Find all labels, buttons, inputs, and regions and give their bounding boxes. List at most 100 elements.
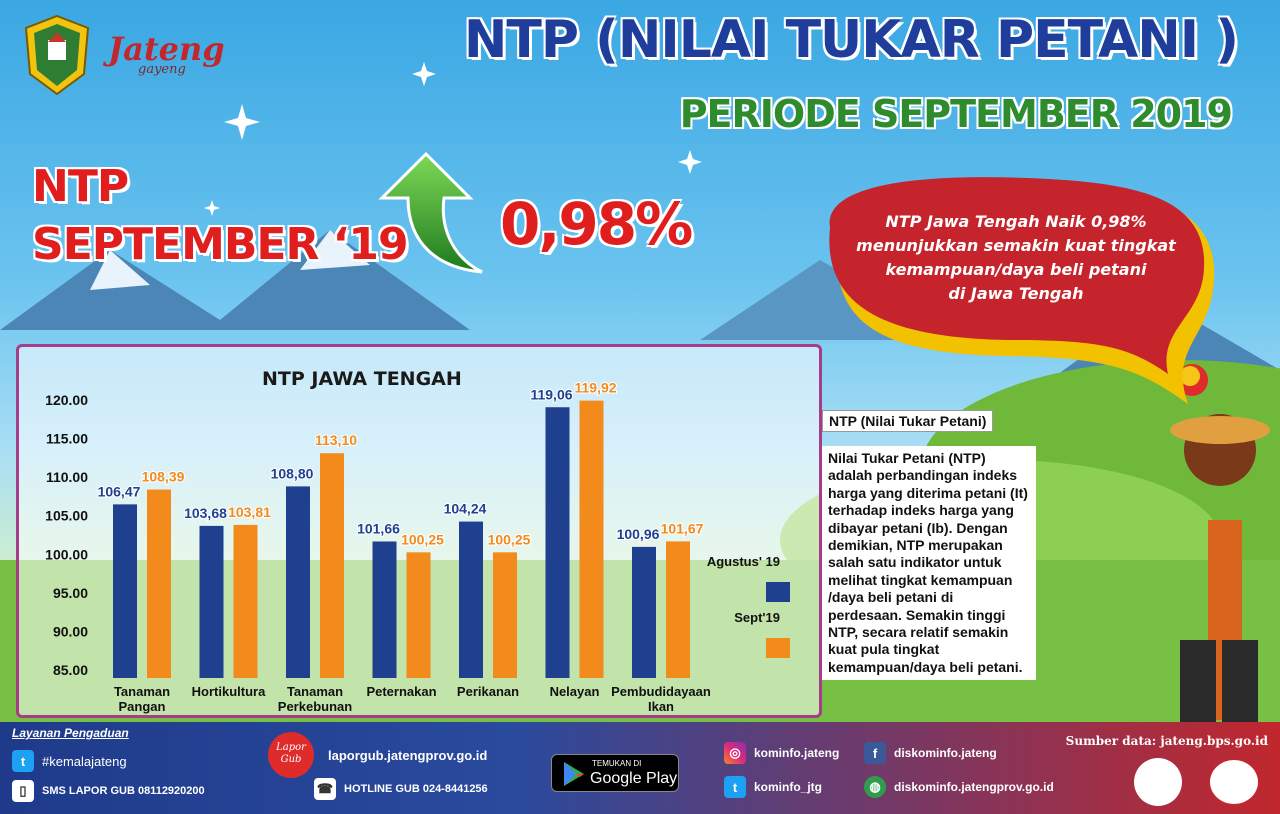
- hotline-item[interactable]: ☎ HOTLINE GUB 024-8441256: [314, 778, 488, 800]
- arrow-up-icon: [378, 151, 483, 274]
- gplay-big-text: Google Play: [590, 770, 678, 787]
- twitter-icon: t: [724, 776, 746, 798]
- category-label: Pangan: [119, 699, 166, 714]
- y-tick-label: 115.00: [46, 431, 88, 447]
- phone-icon: ▯: [12, 780, 34, 802]
- bar-value-label: 103,81: [228, 504, 271, 520]
- website-url: diskominfo.jatengprov.go.id: [894, 780, 1054, 794]
- twitter2-item[interactable]: t kominfo_jtg: [724, 776, 822, 798]
- sms-lapor-text: SMS LAPOR GUB 08112920200: [42, 785, 205, 797]
- facebook-item[interactable]: f diskominfo.jateng: [864, 742, 997, 764]
- instagram-handle: kominfo.jateng: [754, 746, 840, 760]
- google-play-badge[interactable]: TEMUKAN DI Google Play: [551, 754, 679, 792]
- category-label: Perkebunan: [278, 699, 352, 714]
- twitter2-handle: kominfo_jtg: [754, 780, 822, 794]
- facebook-handle: diskominfo.jateng: [894, 746, 997, 760]
- bar-september: [666, 541, 690, 678]
- bubble-text: NTP Jawa Tengah Naik 0,98% menunjukkan s…: [846, 210, 1186, 306]
- bubble-line: kemampuan/daya beli petani: [885, 260, 1147, 279]
- bar-value-label: 106,47: [98, 483, 141, 499]
- bar-september: [233, 524, 258, 678]
- globe-icon: ◍: [864, 776, 886, 798]
- bar-value-label: 100,25: [488, 531, 531, 547]
- twitter-icon: t: [12, 750, 34, 772]
- bar-value-label: 108,39: [142, 469, 185, 485]
- lapor-url-item[interactable]: laporgub.jatengprov.go.id: [328, 748, 487, 763]
- sms-lapor-item[interactable]: ▯ SMS LAPOR GUB 08112920200: [12, 780, 205, 802]
- period-subtitle: PERIODE SEPTEMBER 2019: [679, 92, 1233, 136]
- logo-subtext: gayeng: [138, 62, 186, 77]
- facebook-icon: f: [864, 742, 886, 764]
- bar-september: [147, 489, 171, 678]
- twitter-hashtag: #kemalajateng: [42, 753, 127, 769]
- speech-bubble: [829, 177, 1215, 404]
- category-label: Pembudidayaan: [611, 684, 711, 699]
- stim-logo-icon: [1134, 758, 1182, 806]
- instagram-item[interactable]: ◎ kominfo.jateng: [724, 742, 839, 764]
- description-heading: NTP (Nilai Tukar Petani): [822, 410, 994, 432]
- bar-agustus: [113, 504, 137, 678]
- bar-value-label: 101,67: [661, 520, 704, 536]
- category-label: Perikanan: [457, 684, 519, 699]
- jateng-gayeng-logo: Jateng gayeng: [108, 30, 225, 77]
- bar-september: [493, 552, 517, 678]
- category-label: Ikan: [648, 699, 674, 714]
- bubble-line: di Jawa Tengah: [948, 284, 1084, 303]
- logo-text: Jateng: [108, 30, 225, 68]
- headline-line1: NTP: [32, 161, 129, 212]
- bar-agustus: [632, 546, 656, 678]
- bar-value-label: 108,80: [271, 465, 314, 481]
- bar-agustus: [459, 521, 483, 678]
- bar-value-label: 100,25: [401, 531, 444, 547]
- bar-agustus: [372, 541, 397, 678]
- y-tick-label: 90.00: [53, 623, 88, 639]
- open-data-logo-icon: [1208, 758, 1260, 806]
- change-percent: 0,98%: [500, 190, 693, 258]
- bar-value-label: 104,24: [444, 501, 487, 517]
- ntp-bar-chart: 120.00 115.00 110.00 105.00 100.00 95.00 90.00…: [45, 379, 790, 714]
- category-label: Tanaman: [287, 684, 343, 699]
- bar-value-label: 100,96: [617, 526, 660, 542]
- lapor-gub-logo: Lapor Gub: [268, 732, 314, 778]
- data-source: Sumber data: jateng.bps.go.id: [1065, 734, 1268, 748]
- phone-icon: ☎: [314, 778, 336, 800]
- bar-agustus: [545, 407, 570, 678]
- instagram-icon: ◎: [724, 742, 746, 764]
- legend-label: Sept'19: [734, 610, 780, 625]
- footer-bar: Layanan Pengaduan t #kemalajateng ▯ SMS …: [0, 722, 1280, 814]
- y-tick-label: 85.00: [53, 662, 88, 678]
- bar-september: [579, 400, 604, 678]
- layanan-heading: Layanan Pengaduan: [12, 726, 129, 740]
- legend-label: Agustus' 19: [707, 554, 780, 569]
- bar-value-label: 101,66: [357, 520, 400, 536]
- bubble-line: menunjukkan semakin kuat tingkat: [856, 236, 1176, 255]
- category-label: Peternakan: [366, 684, 436, 699]
- twitter-hashtag-item[interactable]: t #kemalajateng: [12, 750, 127, 772]
- bar-value-label: 103,68: [184, 505, 227, 521]
- y-tick-label: 95.00: [53, 585, 88, 601]
- y-tick-label: 110.00: [46, 469, 88, 485]
- category-label: Tanaman: [114, 684, 170, 699]
- y-tick-label: 120.00: [45, 392, 88, 408]
- headline-label: NTP SEPTEMBER ‘19: [32, 158, 409, 274]
- legend-swatch: [766, 638, 790, 658]
- page-title: NTP (NILAI TUKAR PETANI ): [463, 10, 1239, 70]
- description-panel: NTP (Nilai Tukar Petani) Nilai Tukar Pet…: [822, 410, 1036, 681]
- bar-value-label: 119,06: [530, 386, 572, 402]
- y-tick-label: 100.00: [45, 546, 88, 562]
- description-body: Nilai Tukar Petani (NTP) adalah perbandi…: [822, 446, 1036, 681]
- website-item[interactable]: ◍ diskominfo.jatengprov.go.id: [864, 776, 1054, 798]
- hotline-text: HOTLINE GUB 024-8441256: [344, 783, 488, 795]
- category-label: Nelayan: [550, 684, 600, 699]
- lapor-url: laporgub.jatengprov.go.id: [328, 748, 488, 763]
- chart-title: NTP JAWA TENGAH: [262, 368, 462, 390]
- bar-value-label: 113,10: [315, 432, 357, 448]
- bar-september: [406, 552, 431, 678]
- y-tick-label: 105.00: [45, 508, 88, 524]
- legend-swatch: [766, 582, 790, 602]
- bar-agustus: [286, 486, 310, 678]
- gplay-small-text: TEMUKAN DI: [592, 759, 642, 768]
- central-java-emblem: [22, 14, 92, 96]
- play-store-icon: [564, 762, 584, 786]
- bar-september: [320, 453, 344, 678]
